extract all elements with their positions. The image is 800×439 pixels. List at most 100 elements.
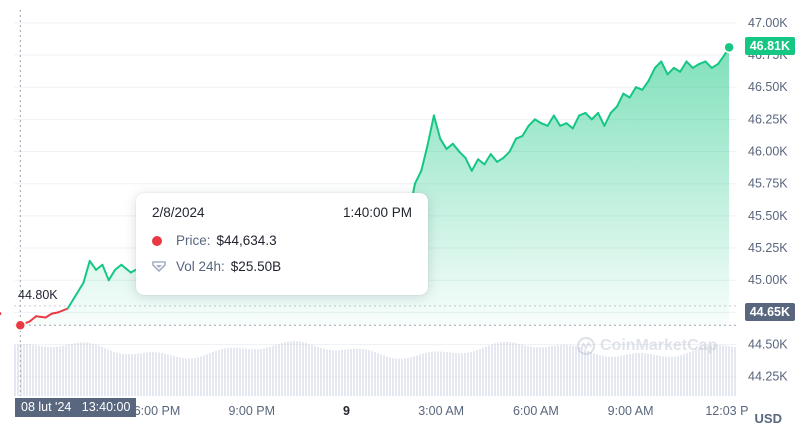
x-tick-label: 9 [343,404,350,418]
volume-bar [89,343,91,396]
volume-bar [695,349,697,396]
price-segment [413,169,423,185]
volume-bar [557,345,559,396]
volume-bar [503,341,505,396]
tooltip-price-row: Price: $44,634.3 [152,233,277,248]
volume-bar [101,346,103,396]
volume-bar [17,344,19,396]
volume-bar [41,346,43,396]
volume-bar [605,356,607,396]
volume-bar [431,351,433,396]
volume-bar [218,349,220,396]
volume-bar [419,354,421,396]
x-tick-label: 3:00 AM [418,404,464,418]
x-tick-label: 6:00 AM [513,404,559,418]
volume-bar [425,352,427,396]
volume-bar [722,345,724,396]
price-segment [628,86,637,99]
volume-bar [449,352,451,396]
price-segment [717,54,726,66]
volume-bar [278,343,280,396]
volume-bar [122,353,124,396]
x-tick-label: 12:03 P [705,404,748,418]
volume-bar [659,355,661,396]
volume-bar [293,341,295,396]
volume-bar [35,345,37,396]
volume-bar [353,348,355,396]
price-segment [82,259,91,284]
y-tick-label: 44.50K [748,338,788,352]
volume-bar [533,347,535,396]
price-segment [57,307,69,314]
volume-bar [83,342,85,396]
volume-bar [65,345,67,396]
volume-bar [560,344,562,396]
volume-bar [233,347,235,396]
volume-bar [335,350,337,396]
price-segment [559,122,568,127]
volume-bar [671,356,673,396]
volume-bar [50,347,52,396]
volume-bar [287,341,289,396]
volume-bar [305,342,307,396]
price-segment [660,60,669,76]
volume-bar [662,356,664,396]
volume-bar [167,354,169,396]
volume-bar [569,345,571,396]
volume-bar [509,342,511,396]
price-segment [508,137,517,153]
volume-bar [734,347,736,396]
volume-bar [359,348,361,396]
volume-bar [488,345,490,396]
volume-bar [152,352,154,396]
volume-bar [452,352,454,396]
volume-bar [23,343,25,396]
x-tick-label: 9:00 PM [228,404,275,418]
tooltip-time: 1:40:00 PM [342,205,412,220]
volume-bar [620,355,622,396]
tooltip-volume-value: $25.50B [230,259,282,274]
volume-bar [320,347,322,396]
volume-bar [347,349,349,396]
volume-bar [665,356,667,396]
volume-bar [71,343,73,396]
volume-bar [284,342,286,396]
price-segment [420,144,429,172]
volume-bar [323,348,325,396]
volume-bar [713,344,715,396]
volume-bar [680,355,682,396]
price-segment [647,66,656,82]
volume-bar [479,349,481,396]
volume-bar [251,349,253,396]
volume-bar [254,349,256,396]
volume-bar [707,345,709,396]
price-segment [72,281,85,300]
volume-bar [230,347,232,396]
volume-bar [581,348,583,396]
volume-bar [203,355,205,396]
volume-bar [497,342,499,396]
volume-bar [296,341,298,396]
volume-bar [215,350,217,396]
volume-bar [140,353,142,396]
volume-bar [155,352,157,396]
volume-bar [59,346,61,396]
volume-bar [389,357,391,396]
volume-bar [110,350,112,396]
volume-bar [395,358,397,396]
volume-bar [542,347,544,396]
volume-bar [326,349,328,396]
volume-bar [728,346,730,396]
volume-bar [197,357,199,396]
volume-bar [458,353,460,396]
y-tick-label: 45.75K [748,177,788,191]
current-price-tag: 46.81K [744,37,795,55]
volume-bar [212,351,214,396]
volume-bar [236,347,238,396]
price-segment [35,315,47,319]
price-segment [28,315,38,323]
tooltip-header: 2/8/2024 1:40:00 PM [152,205,412,220]
price-segment [698,60,707,66]
volume-bar [95,344,97,396]
